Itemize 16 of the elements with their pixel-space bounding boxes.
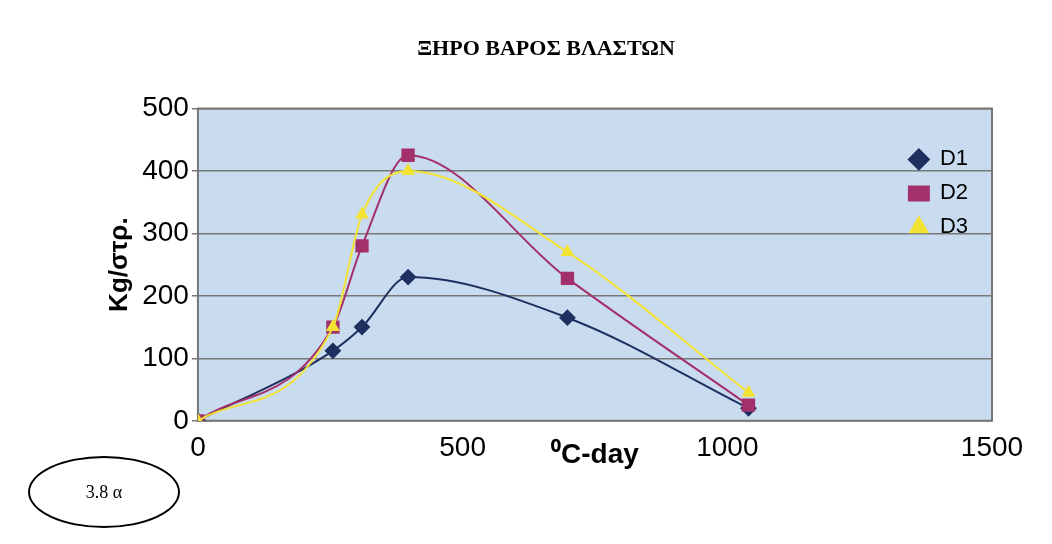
x-tick-label: 500: [439, 431, 486, 463]
x-tick-label: 1000: [696, 431, 759, 463]
y-tick-label: 0: [173, 403, 189, 435]
y-tick-label: 300: [142, 216, 189, 248]
y-tick-label: 500: [142, 91, 189, 123]
text: 3.8 α: [85, 481, 123, 503]
legend-label: D3: [939, 213, 968, 239]
y-axis-title: Kg/στρ.: [102, 217, 133, 312]
y-tick-label: 200: [142, 278, 189, 310]
y-tick-label: 100: [142, 341, 189, 373]
legend-label: D1: [939, 145, 968, 171]
x-tick-label: 1500: [960, 431, 1024, 463]
y-tick-label: 400: [142, 153, 189, 185]
chart-title: ΞΗΡΟ ΒΑΡΟΣ ΒΛΑΣΤΩΝ: [417, 34, 675, 60]
x-axis-title: ⁰C-day: [551, 437, 640, 469]
legend-label: D2: [939, 179, 968, 205]
